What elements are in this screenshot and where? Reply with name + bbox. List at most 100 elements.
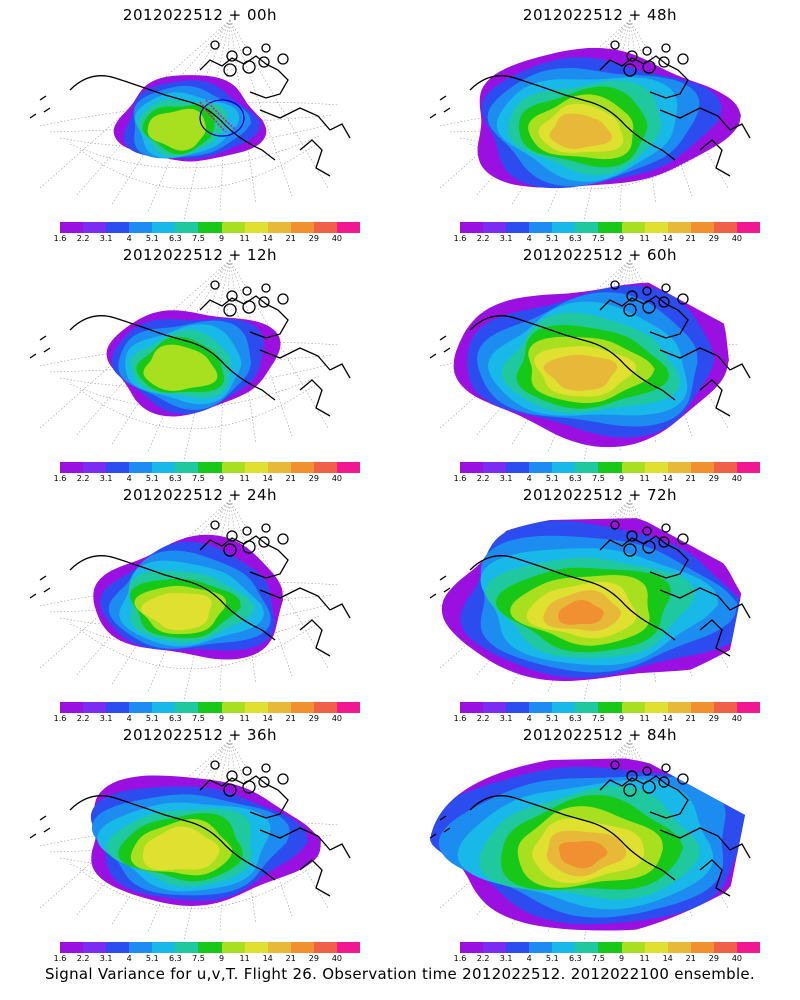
- colorbar-tick-label: 21: [285, 714, 296, 723]
- variance-map: [429, 19, 751, 221]
- colorbar-tick-label: 11: [239, 474, 250, 483]
- colorbar-tick-label: 1.6: [453, 474, 467, 483]
- colorbar-tick-label: 40: [331, 954, 343, 963]
- colorbar-tick-label: 14: [662, 234, 673, 243]
- colorbar-tick-label: 9: [618, 954, 625, 963]
- colorbar-swatch: [106, 462, 130, 473]
- variance-map: [29, 259, 351, 461]
- colorbar-tick-label: 2.2: [76, 954, 90, 963]
- colorbar-tick-label: 40: [331, 234, 343, 243]
- variance-map: [429, 259, 751, 461]
- colorbar-swatch: [460, 702, 484, 713]
- colorbar-tick-label: 3.1: [99, 954, 113, 963]
- colorbar-swatch: [129, 702, 153, 713]
- panel-title: 2012022512 + 24h: [122, 486, 278, 504]
- colorbar-swatch: [713, 222, 737, 233]
- colorbar-tick-label: 14: [662, 474, 673, 483]
- colorbar-tick-label: 29: [308, 474, 319, 483]
- colorbar-swatch: [175, 942, 199, 953]
- colorbar: [60, 942, 361, 953]
- colorbar-tick-label: 11: [239, 954, 250, 963]
- colorbar-swatch: [460, 942, 484, 953]
- colorbar-swatch: [621, 462, 645, 473]
- forecast-panel-84h: 2012022512 + 84h 1.6 2.2 3.1 4 5.1 6.3 7.5 9 11 1…: [400, 720, 800, 963]
- colorbar-swatch: [736, 702, 761, 713]
- colorbar-swatch: [667, 702, 691, 713]
- colorbar-labels: 1.6 2.2 3.1 4 5.1 6.3 7.5 9 11 14 21 29 40: [454, 234, 760, 244]
- colorbar-tick-label: 29: [308, 954, 319, 963]
- colorbar-labels: 1.6 2.2 3.1 4 5.1 6.3 7.5 9 11 14 21 29 40: [454, 474, 760, 484]
- colorbar-swatch: [336, 702, 361, 713]
- colorbar-tick-label: 7.5: [192, 474, 205, 483]
- colorbar-labels: 1.6 2.2 3.1 4 5.1 6.3 7.5 9 11 14 21 29 40: [454, 714, 760, 724]
- colorbar-swatch: [336, 942, 361, 953]
- colorbar: [60, 462, 361, 473]
- colorbar-tick-label: 1.6: [53, 714, 67, 723]
- colorbar-swatch: [290, 222, 314, 233]
- colorbar-tick-label: 4: [526, 714, 532, 723]
- colorbar-swatch: [152, 942, 176, 953]
- colorbar-tick-label: 4: [526, 234, 532, 243]
- colorbar-tick-label: 14: [262, 714, 273, 723]
- colorbar-tick-label: 40: [731, 714, 743, 723]
- colorbar-tick-label: 3.1: [99, 474, 113, 483]
- colorbar-tick-label: 1.6: [53, 234, 67, 243]
- colorbar-tick-label: 11: [239, 234, 250, 243]
- colorbar-tick-label: 1.6: [453, 714, 467, 723]
- colorbar-swatch: [152, 462, 176, 473]
- colorbar-tick-label: 4: [526, 954, 532, 963]
- colorbar-tick-label: 40: [331, 714, 343, 723]
- colorbar-swatch: [713, 942, 737, 953]
- colorbar-tick-label: 3.1: [499, 714, 513, 723]
- colorbar-swatch: [129, 942, 153, 953]
- coastlines: [429, 40, 751, 177]
- colorbar-swatch: [598, 702, 622, 713]
- colorbar-swatch: [267, 222, 291, 233]
- colorbar-tick-label: 2.2: [476, 234, 490, 243]
- forecast-panel-60h: 2012022512 + 60h 1.6 2.2 3.1 4 5.1 6.3 7.5 9 11 1…: [400, 240, 800, 483]
- panel-title: 2012022512 + 00h: [122, 6, 278, 24]
- colorbar-swatch: [336, 462, 361, 473]
- colorbar-swatch: [198, 702, 222, 713]
- colorbar-tick-label: 9: [218, 714, 225, 723]
- colorbar-tick-label: 9: [218, 474, 225, 483]
- colorbar-swatch: [667, 222, 691, 233]
- colorbar-tick-label: 6.3: [169, 474, 182, 483]
- coastlines: [29, 280, 351, 417]
- colorbar-tick-label: 6.3: [569, 714, 582, 723]
- colorbar-tick-label: 9: [618, 474, 625, 483]
- colorbar-swatch: [221, 222, 245, 233]
- colorbar-swatch: [83, 702, 107, 713]
- colorbar-swatch: [529, 222, 553, 233]
- colorbar-swatch: [198, 942, 222, 953]
- colorbar-swatch: [713, 702, 737, 713]
- colorbar-swatch: [644, 462, 668, 473]
- colorbar-tick-label: 9: [218, 234, 225, 243]
- colorbar-tick-label: 6.3: [169, 954, 182, 963]
- colorbar-tick-label: 7.5: [592, 714, 605, 723]
- colorbar-swatch: [313, 702, 337, 713]
- colorbar-swatch: [483, 222, 507, 233]
- colorbar-tick-label: 29: [308, 714, 319, 723]
- colorbar-swatch: [506, 222, 530, 233]
- colorbar-tick-label: 11: [639, 954, 650, 963]
- colorbar-swatch: [175, 702, 199, 713]
- colorbar-tick-label: 21: [685, 714, 696, 723]
- coastlines: [29, 760, 351, 897]
- variance-field: [430, 758, 745, 931]
- colorbar-tick-label: 6.3: [569, 954, 582, 963]
- colorbar-tick-label: 14: [262, 474, 273, 483]
- colorbar-swatch: [575, 462, 599, 473]
- colorbar-swatch: [621, 702, 645, 713]
- colorbar-tick-label: 11: [639, 714, 650, 723]
- colorbar-tick-label: 2.2: [76, 714, 90, 723]
- colorbar-swatch: [713, 462, 737, 473]
- colorbar-tick-label: 4: [126, 714, 132, 723]
- colorbar-swatch: [60, 222, 84, 233]
- colorbar-tick-label: 9: [618, 234, 625, 243]
- variance-map: [29, 19, 351, 221]
- colorbar-tick-label: 7.5: [592, 474, 605, 483]
- panel-title: 2012022512 + 60h: [522, 246, 678, 264]
- forecast-panel-12h: 2012022512 + 12h 1.6 2.2 3.1 4 5.1 6.3 7.5 9 11 1…: [0, 240, 400, 483]
- colorbar-swatch: [552, 462, 576, 473]
